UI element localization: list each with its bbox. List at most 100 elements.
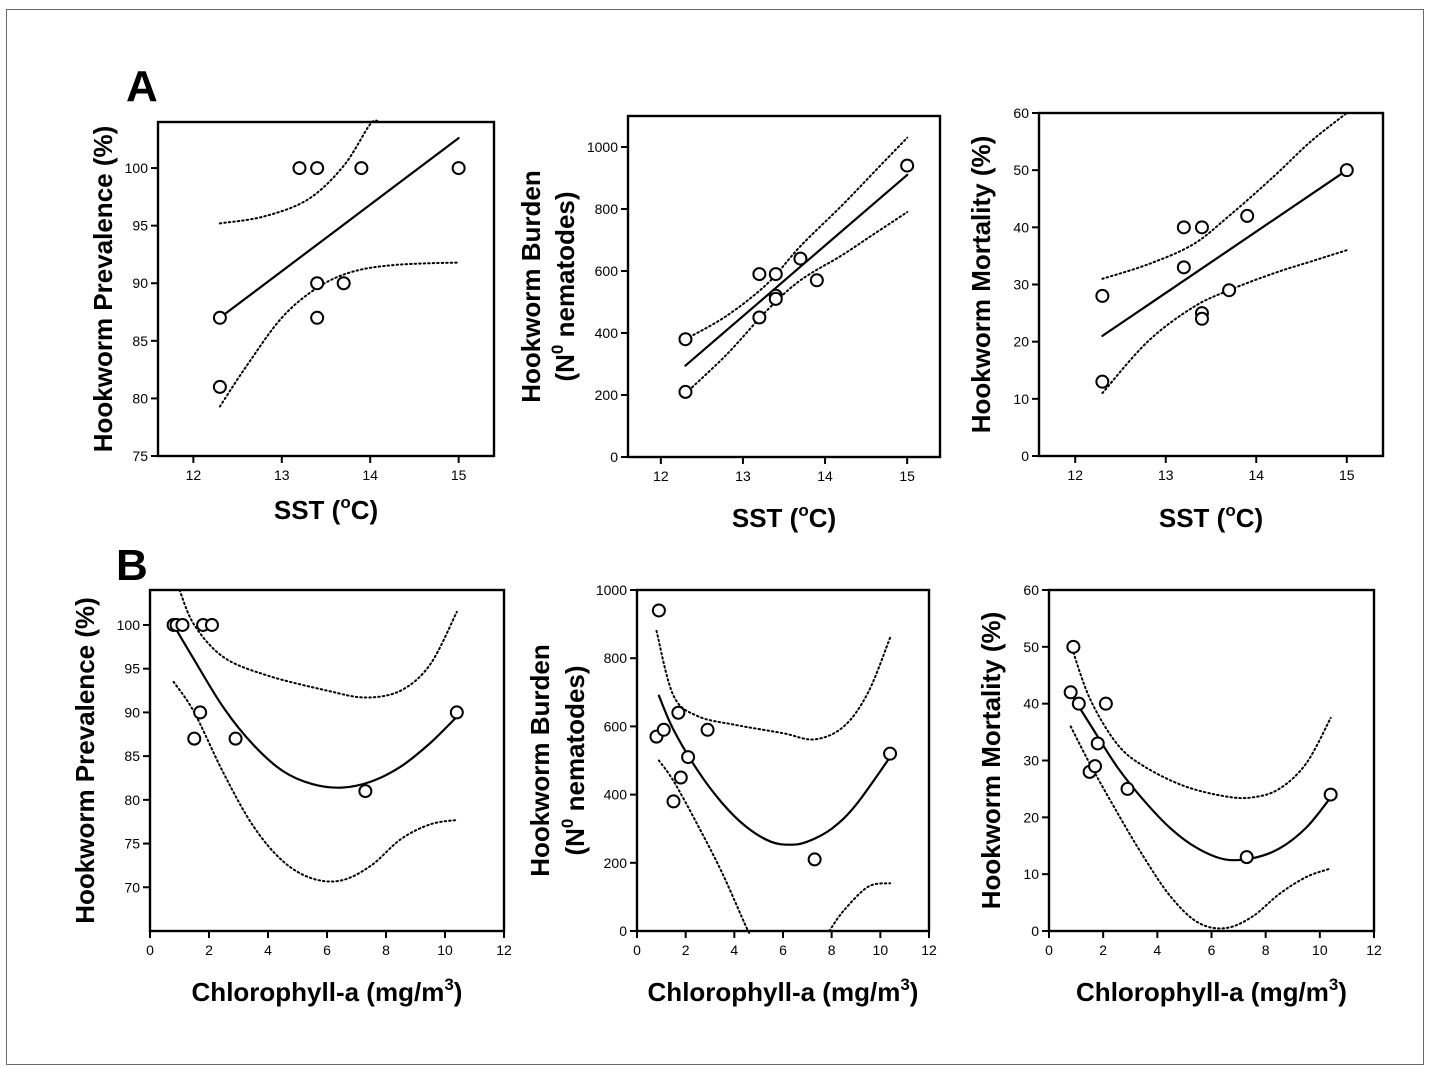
data-point bbox=[336, 276, 351, 291]
y-axis-label: Hookworm Prevalence (%) bbox=[88, 126, 118, 453]
data-point bbox=[228, 731, 243, 746]
x-axis-label: Chlorophyll-a (mg/m3) bbox=[192, 975, 463, 1007]
data-point bbox=[193, 705, 208, 720]
x-tick-label: 12 bbox=[1067, 467, 1083, 483]
confidence-band-lower bbox=[172, 680, 458, 883]
chart-a1: 12 13 14 15 75 80 85 90 95 100 SST (oC) Hookworm Pr… bbox=[88, 119, 496, 525]
x-tick-label: 8 bbox=[382, 942, 390, 958]
data-point bbox=[807, 852, 822, 867]
y-axis-label: Hookworm Mortality (%) bbox=[966, 136, 996, 434]
regression-line bbox=[218, 137, 460, 319]
data-point bbox=[354, 161, 369, 176]
y-tick-label: 70 bbox=[124, 879, 140, 895]
y-tick-label: 95 bbox=[132, 218, 148, 234]
x-tick-label: 14 bbox=[817, 468, 833, 484]
y-tick-label: 95 bbox=[124, 661, 140, 677]
data-point bbox=[1176, 260, 1191, 275]
x-axis-label: Chlorophyll-a (mg/m3) bbox=[648, 975, 919, 1007]
data-point bbox=[175, 617, 190, 632]
x-tick-label: 4 bbox=[1153, 942, 1161, 958]
x-tick-label: 12 bbox=[496, 942, 512, 958]
data-point bbox=[1090, 736, 1105, 751]
y-tick-label: 200 bbox=[604, 855, 628, 871]
data-point bbox=[1098, 696, 1113, 711]
data-point bbox=[752, 310, 767, 325]
y-tick-label: 600 bbox=[595, 263, 619, 279]
x-tick-label: 12 bbox=[921, 942, 937, 958]
x-tick-label: 12 bbox=[1366, 942, 1382, 958]
y-tick-label: 10 bbox=[1023, 866, 1039, 882]
plot-frame bbox=[1037, 111, 1385, 458]
y-tick-label: 1000 bbox=[596, 582, 627, 598]
confidence-band-upper bbox=[1101, 112, 1348, 280]
y-axis-label: Hookworm Prevalence (%) bbox=[70, 597, 100, 924]
data-point bbox=[768, 291, 783, 306]
data-point bbox=[212, 379, 227, 394]
y-tick-label: 400 bbox=[595, 325, 619, 341]
x-tick-label: 14 bbox=[1248, 467, 1264, 483]
data-point bbox=[651, 603, 666, 618]
data-point bbox=[1071, 696, 1086, 711]
x-tick-label: 14 bbox=[362, 467, 378, 483]
data-point bbox=[1194, 311, 1209, 326]
y-tick-label: 75 bbox=[132, 448, 148, 464]
y-tick-label: 1000 bbox=[587, 139, 618, 155]
plot-frame bbox=[635, 588, 931, 933]
y-tick-label: 80 bbox=[132, 390, 148, 406]
chart-b3: 0 2 4 6 8 10 12 0 10 20 30 40 50 60 Chlorophyll-a (mg/… bbox=[976, 582, 1382, 1007]
y-tick-label: 60 bbox=[1013, 105, 1029, 121]
data-point bbox=[358, 784, 373, 799]
y-axis-label: Hookworm Burden bbox=[516, 170, 546, 403]
y-tick-label: 30 bbox=[1023, 753, 1039, 769]
x-axis-label: Chlorophyll-a (mg/m3) bbox=[1076, 975, 1347, 1007]
x-axis-label: SST (oC) bbox=[1159, 501, 1263, 533]
y-tick-label: 50 bbox=[1023, 639, 1039, 655]
x-tick-label: 0 bbox=[146, 942, 154, 958]
data-point bbox=[656, 722, 671, 737]
y-tick-label: 90 bbox=[124, 704, 140, 720]
x-tick-label: 13 bbox=[274, 467, 290, 483]
data-point bbox=[883, 746, 898, 761]
x-tick-label: 15 bbox=[899, 468, 915, 484]
data-point bbox=[700, 722, 715, 737]
confidence-band-upper bbox=[684, 136, 909, 341]
y-axis-label: Hookworm Burden bbox=[525, 644, 555, 877]
confidence-band-lower bbox=[657, 759, 751, 934]
plot-frame bbox=[626, 114, 942, 459]
data-point bbox=[1239, 850, 1254, 865]
data-point bbox=[1194, 220, 1209, 235]
data-point bbox=[678, 332, 693, 347]
data-point bbox=[666, 794, 681, 809]
x-tick-label: 8 bbox=[828, 942, 836, 958]
x-tick-label: 13 bbox=[1158, 467, 1174, 483]
x-tick-label: 8 bbox=[1262, 942, 1270, 958]
x-tick-label: 6 bbox=[1208, 942, 1216, 958]
x-tick-label: 12 bbox=[186, 467, 202, 483]
y-tick-label: 0 bbox=[1031, 923, 1039, 939]
y-tick-label: 90 bbox=[132, 275, 148, 291]
plot-frame bbox=[148, 588, 506, 933]
y-tick-label: 85 bbox=[124, 748, 140, 764]
data-point bbox=[1222, 283, 1237, 298]
regression-line bbox=[1101, 169, 1348, 337]
data-point bbox=[673, 770, 688, 785]
data-point bbox=[212, 310, 227, 325]
y-tick-label: 20 bbox=[1013, 334, 1029, 350]
confidence-band-lower bbox=[828, 882, 892, 932]
data-point bbox=[187, 731, 202, 746]
data-point bbox=[292, 161, 307, 176]
regression-line bbox=[657, 694, 892, 846]
data-point bbox=[1063, 685, 1078, 700]
data-point bbox=[678, 384, 693, 399]
y-tick-label: 800 bbox=[595, 201, 619, 217]
panel-label-b: B bbox=[116, 541, 148, 590]
data-point bbox=[681, 750, 696, 765]
x-axis-label: SST (oC) bbox=[274, 493, 378, 525]
x-axis-label: SST (oC) bbox=[732, 501, 836, 533]
y-tick-label: 60 bbox=[1023, 582, 1039, 598]
data-point bbox=[310, 276, 325, 291]
data-point bbox=[752, 267, 767, 282]
data-point bbox=[809, 273, 824, 288]
